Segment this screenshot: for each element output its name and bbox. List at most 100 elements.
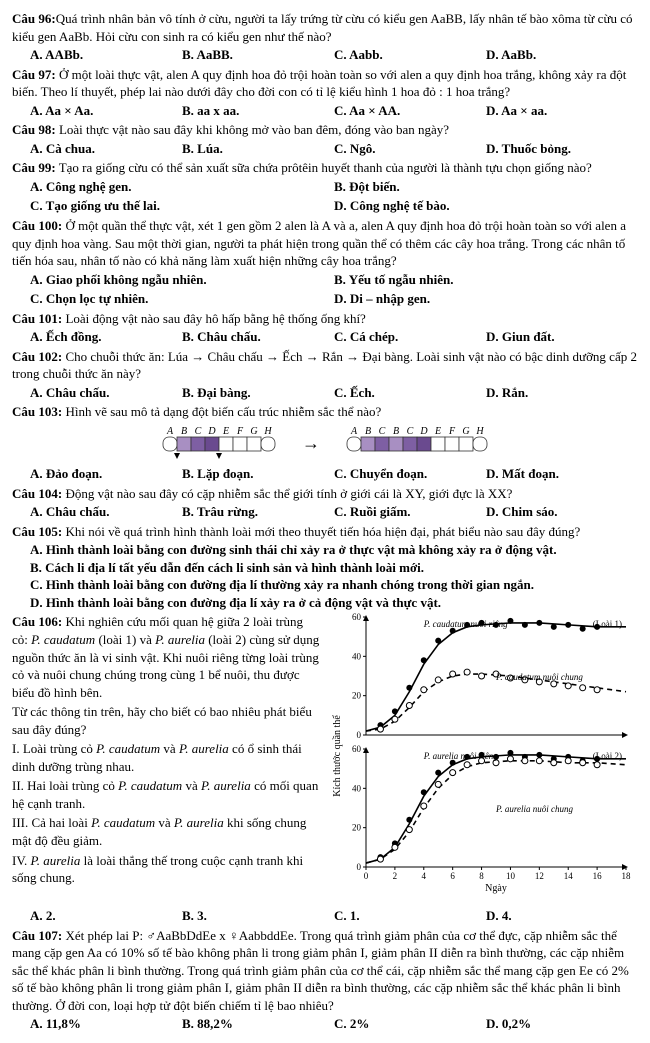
svg-text:Ngày: Ngày [485,883,507,894]
q106-A[interactable]: A. 2. [30,907,182,925]
q107-stem: Câu 107: Xét phép lai P: ♂AaBbDdEe x ♀Aa… [12,927,638,1015]
q102-A[interactable]: A. Châu chấu. [30,384,182,402]
q105-D[interactable]: D. Hình thành loài bằng con đường địa lí… [30,594,638,612]
arrow-icon: → [302,431,320,455]
q107-B[interactable]: B. 88,2% [182,1015,334,1033]
svg-text:G: G [463,426,470,437]
q96-B[interactable]: B. AaBB. [182,46,334,64]
q100-C[interactable]: C. Chọn lọc tự nhiên. [30,290,334,308]
svg-text:(Loài 2): (Loài 2) [593,751,622,761]
svg-text:0: 0 [357,730,362,740]
q96-D[interactable]: D. AaBb. [486,46,638,64]
q104-D[interactable]: D. Chim sáo. [486,503,638,521]
q101-C[interactable]: C. Cá chép. [334,328,486,346]
svg-text:16: 16 [593,871,603,881]
q99-D[interactable]: D. Công nghệ tế bào. [334,197,638,215]
svg-text:A: A [166,426,174,437]
q101-D[interactable]: D. Giun đất. [486,328,638,346]
q104-stem: Câu 104: Động vật nào sau đây có cặp nhi… [12,485,638,503]
q100-B[interactable]: B. Yếu tố ngẫu nhiên. [334,271,638,289]
q104-C[interactable]: C. Ruồi giấm. [334,503,486,521]
q97-B[interactable]: B. aa x aa. [182,102,334,120]
q99-C[interactable]: C. Tạo giống ưu thế lai. [30,197,334,215]
q105-A[interactable]: A. Hình thành loài bằng con đường sinh t… [30,541,638,559]
svg-text:4: 4 [422,871,427,881]
q96-text: Quá trình nhân bản vô tính ở cừu, người … [12,11,633,44]
q102-D[interactable]: D. Rắn. [486,384,638,402]
svg-text:20: 20 [352,691,362,701]
svg-text:10: 10 [506,871,516,881]
q107-D[interactable]: D. 0,2% [486,1015,638,1033]
q97-C[interactable]: C. Aa × AA. [334,102,486,120]
svg-text:F: F [236,426,244,437]
q106-stem: Câu 106: Khi nghiên cứu mối quan hệ giữa… [12,613,322,701]
q106-II: II. Hai loài trùng cỏ P. caudatum và P. … [12,777,322,812]
q106-chart: 0204060P. caudatum nuôi riêng(Loài 1)P. … [328,611,638,901]
q101-B[interactable]: B. Châu chấu. [182,328,334,346]
q100-A[interactable]: A. Giao phối không ngẫu nhiên. [30,271,334,289]
q97-opts: A. Aa × Aa. B. aa x aa. C. Aa × AA. D. A… [30,102,638,120]
svg-text:E: E [222,426,229,437]
q103-B[interactable]: B. Lặp đoạn. [182,465,334,483]
q101-A[interactable]: A. Ếch đồng. [30,328,182,346]
q106-D[interactable]: D. 4. [486,907,638,925]
q100-opts: A. Giao phối không ngẫu nhiên. B. Yếu tố… [30,271,638,289]
q96-C[interactable]: C. Aabb. [334,46,486,64]
svg-text:20: 20 [352,823,362,833]
svg-text:P. aurelia nuôi chung: P. aurelia nuôi chung [495,804,573,814]
q102-B[interactable]: B. Đại bàng. [182,384,334,402]
q98-D[interactable]: D. Thuốc bỏng. [486,140,638,158]
q99-A[interactable]: A. Công nghệ gen. [30,178,334,196]
q106-I: I. Loài trùng cỏ P. caudatum và P. aurel… [12,740,322,775]
q105-C[interactable]: C. Hình thành loài bằng con đường địa lí… [30,576,638,594]
q96-opts: A. AABb. B. AaBB. C. Aabb. D. AaBb. [30,46,638,64]
q107-opts: A. 11,8% B. 88,2% C. 2% D. 0,2% [30,1015,638,1033]
q104-A[interactable]: A. Châu chấu. [30,503,182,521]
q105-B[interactable]: B. Cách li địa lí tất yếu dẫn đến cách l… [30,559,638,577]
q98-B[interactable]: B. Lúa. [182,140,334,158]
q103-stem: Câu 103: Hình vẽ sau mô tả dạng đột biến… [12,403,638,421]
q96-A[interactable]: A. AABb. [30,46,182,64]
q107-A[interactable]: A. 11,8% [30,1015,182,1033]
q107-C[interactable]: C. 2% [334,1015,486,1033]
q99-B[interactable]: B. Đột biến. [334,178,638,196]
svg-text:14: 14 [564,871,574,881]
svg-text:C: C [194,426,201,437]
q98-A[interactable]: A. Cà chua. [30,140,182,158]
q101-opts: A. Ếch đồng. B. Châu chấu. C. Cá chép. D… [30,328,638,346]
q106-C[interactable]: C. 1. [334,907,486,925]
q106-opts: A. 2. B. 3. C. 1. D. 4. [30,907,638,925]
svg-text:12: 12 [535,871,544,881]
q102-C[interactable]: C. Ếch. [334,384,486,402]
svg-text:G: G [250,426,257,437]
svg-text:F: F [448,426,456,437]
svg-text:60: 60 [352,612,362,622]
q98-opts: A. Cà chua. B. Lúa. C. Ngô. D. Thuốc bỏn… [30,140,638,158]
q103-D[interactable]: D. Mất đoạn. [486,465,638,483]
q97-A[interactable]: A. Aa × Aa. [30,102,182,120]
q106-B[interactable]: B. 3. [182,907,334,925]
svg-text:18: 18 [622,871,632,881]
svg-text:0: 0 [357,862,362,872]
q100-D[interactable]: D. Di – nhập gen. [334,290,638,308]
q97-D[interactable]: D. Aa × aa. [486,102,638,120]
svg-text:H: H [476,426,485,437]
svg-text:6: 6 [450,871,455,881]
svg-text:C: C [379,426,386,437]
svg-text:2: 2 [393,871,398,881]
q100-stem: Câu 100: Ở một quần thể thực vật, xét 1 … [12,217,638,270]
svg-text:Kích thước quần thể: Kích thước quần thể [332,715,343,797]
chromosome-diagram: ABCDEFGH → ABCBCDEFGH [12,425,638,461]
q106-line2: Từ các thông tin trên, hãy cho biết có b… [12,703,322,738]
q104-B[interactable]: B. Trâu rừng. [182,503,334,521]
svg-text:D: D [207,426,216,437]
q98-stem: Câu 98: Loài thực vật nào sau đây khi kh… [12,121,638,139]
q106-III: III. Cả hai loài P. caudatum và P. aurel… [12,814,322,849]
q99-stem: Câu 99: Tạo ra giống cừu có thể sản xuất… [12,159,638,177]
svg-text:D: D [420,426,429,437]
q98-C[interactable]: C. Ngô. [334,140,486,158]
svg-text:0: 0 [364,871,369,881]
q105-stem: Câu 105: Khi nói về quá trình hình thành… [12,523,638,541]
q103-C[interactable]: C. Chuyển đoạn. [334,465,486,483]
q103-A[interactable]: A. Đảo đoạn. [30,465,182,483]
